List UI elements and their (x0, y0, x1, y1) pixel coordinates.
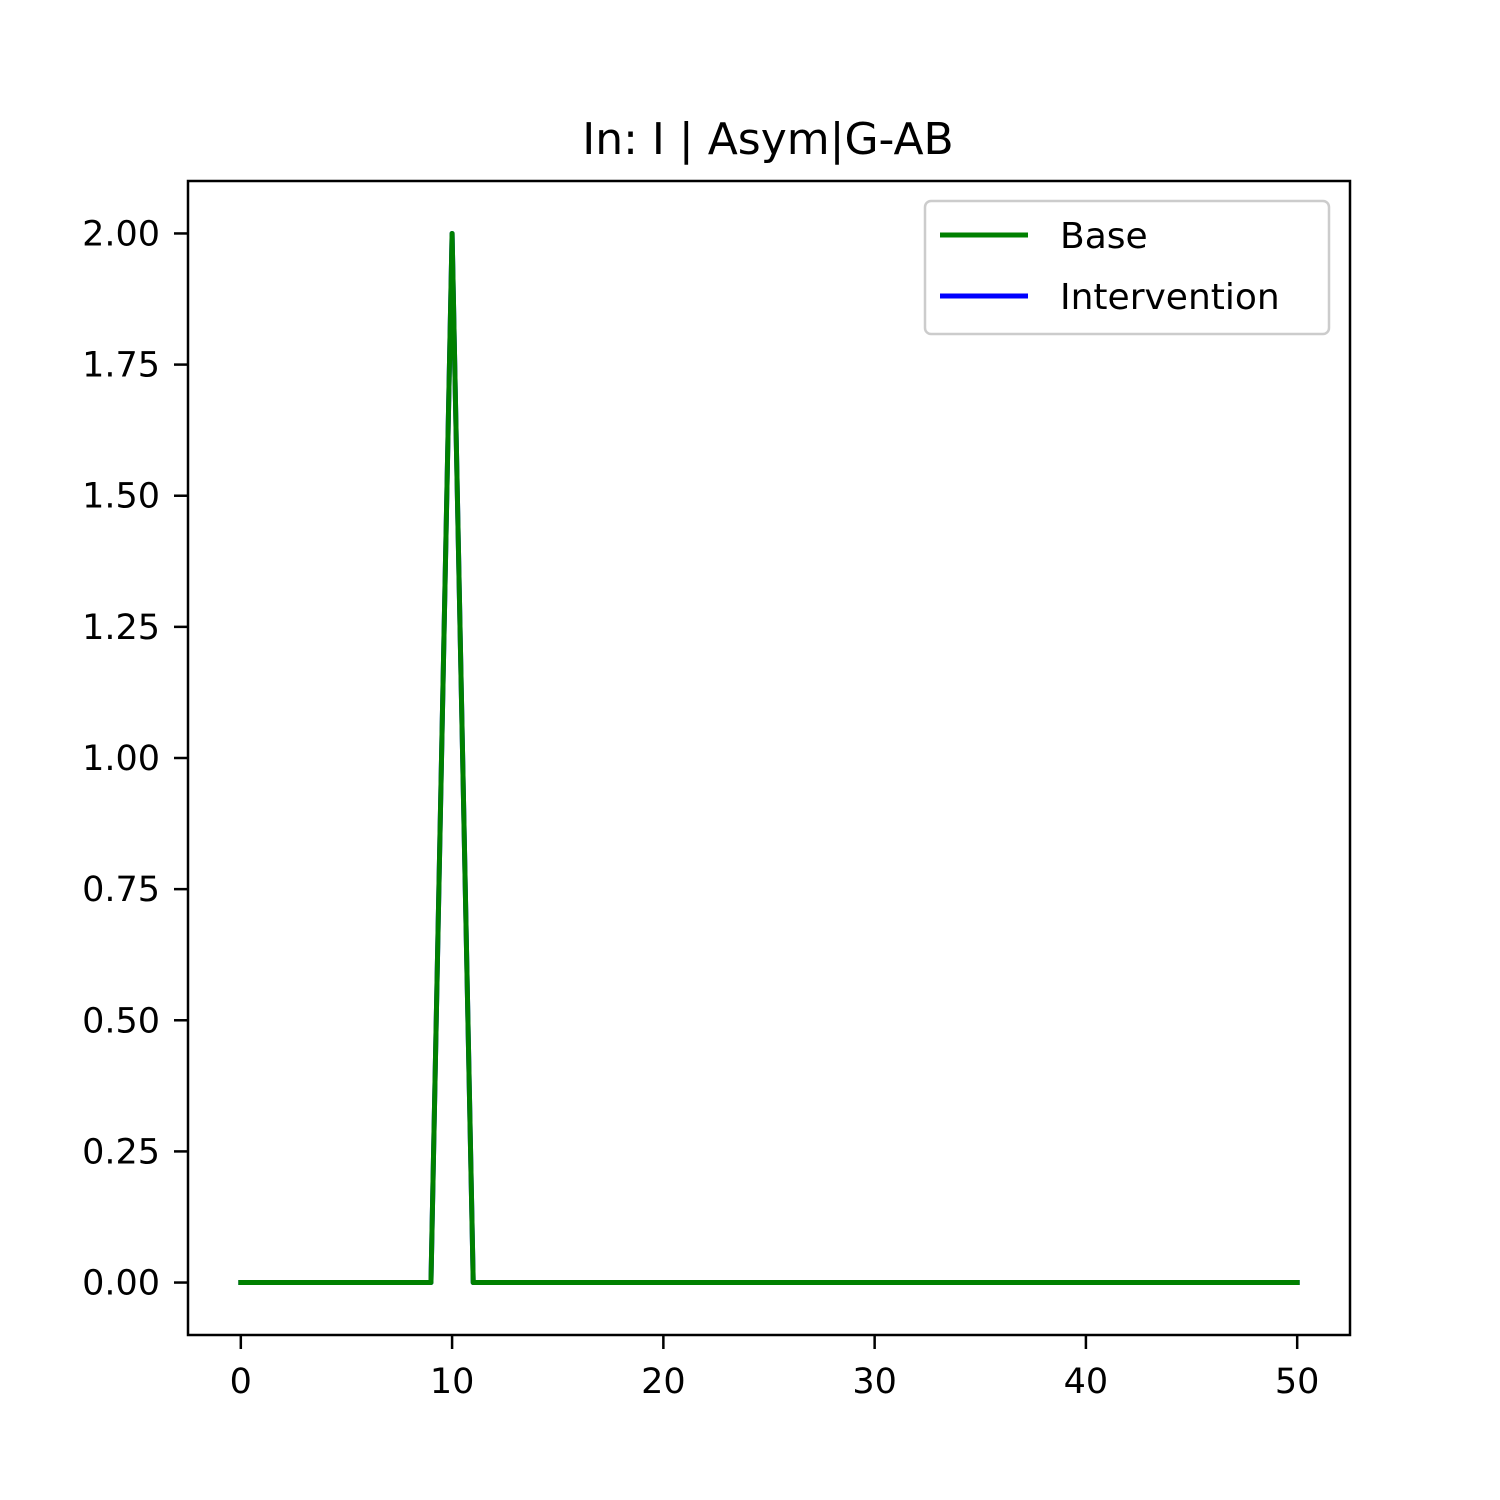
y-tick-label: 1.75 (82, 346, 160, 386)
chart-title: In: I | Asym|G-AB (582, 114, 954, 165)
legend: Base Intervention (923, 199, 1331, 336)
y-tick-label: 0.75 (82, 870, 160, 910)
y-tick-label: 0.50 (82, 1001, 160, 1041)
y-tick-label: 0.25 (82, 1132, 160, 1172)
y-tick-label: 1.50 (82, 477, 160, 517)
legend-label-base: Base (1060, 216, 1148, 257)
series-layer (238, 230, 1300, 1286)
y-axis: 0.00 0.25 0.50 0.75 1.00 1.25 1.50 1.75 2.00 (82, 214, 188, 1304)
y-tick-label: 2.00 (82, 214, 160, 254)
x-tick-label: 10 (430, 1362, 475, 1402)
x-tick-label: 20 (641, 1362, 686, 1402)
y-tick-label: 0.00 (82, 1264, 160, 1304)
x-tick-label: 0 (230, 1362, 252, 1402)
legend-label-intervention: Intervention (1060, 277, 1280, 318)
series-line-base (238, 230, 1300, 1286)
x-tick-label: 50 (1275, 1362, 1320, 1402)
x-tick-label: 40 (1064, 1362, 1109, 1402)
y-tick-label: 1.25 (82, 608, 160, 648)
x-axis: 0 10 20 30 40 50 (230, 1335, 1320, 1402)
x-tick-label: 30 (852, 1362, 897, 1402)
y-tick-label: 1.00 (82, 739, 160, 779)
